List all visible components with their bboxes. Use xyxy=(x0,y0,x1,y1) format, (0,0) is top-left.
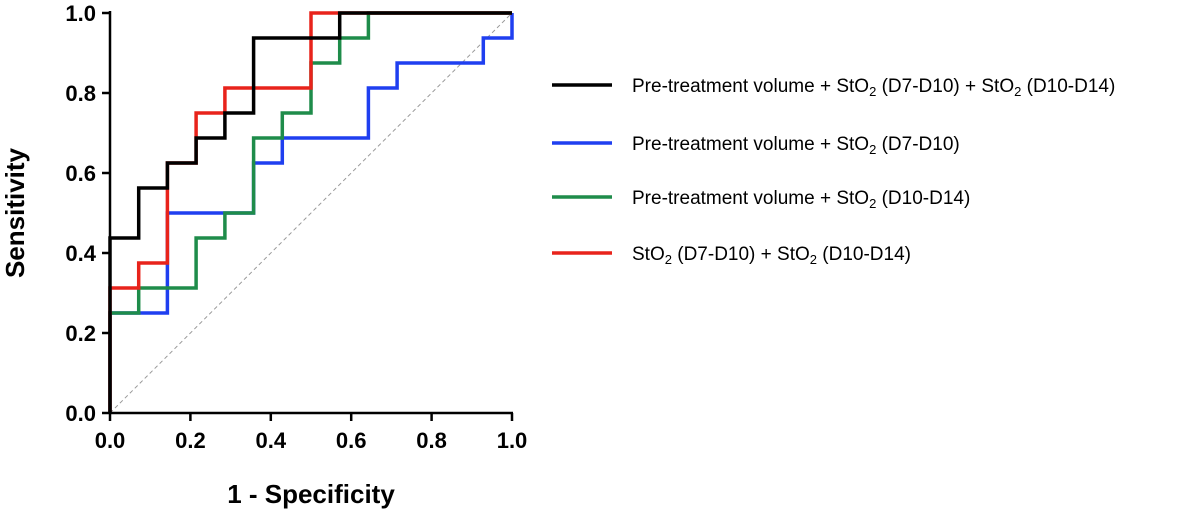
x-tick-label: 0.4 xyxy=(256,428,287,453)
legend-label-3: Pre-treatment volume + StO2 (D10-D14) xyxy=(632,188,970,211)
y-tick-label: 0.2 xyxy=(65,321,96,346)
legend-label-4: StO2 (D7-D10) + StO2 (D10-D14) xyxy=(632,244,911,267)
x-tick-label: 0.6 xyxy=(336,428,367,453)
y-tick-label: 1.0 xyxy=(65,1,96,26)
legend: Pre-treatment volume + StO2 (D7-D10) + S… xyxy=(552,76,1115,267)
x-tick-label: 0.0 xyxy=(95,428,126,453)
x-tick-label: 1.0 xyxy=(497,428,528,453)
legend-label-1: Pre-treatment volume + StO2 (D7-D10) + S… xyxy=(632,76,1115,99)
y-tick-label: 0.0 xyxy=(65,401,96,426)
x-axis-title: 1 - Specificity xyxy=(227,479,395,509)
y-axis-title: Sensitivity xyxy=(0,147,30,278)
reference-line-layer xyxy=(109,12,513,414)
y-tick-label: 0.6 xyxy=(65,161,96,186)
axes-layer: 0.0 0.2 0.4 0.6 0.8 1.0 0.0 0.2 0.4 0.6 0.8 1.0 xyxy=(65,1,527,453)
y-tick-label: 0.4 xyxy=(65,241,96,266)
y-tick-label: 0.8 xyxy=(65,81,96,106)
series-layer xyxy=(108,11,514,413)
x-tick-label: 0.8 xyxy=(416,428,447,453)
reference-diagonal-line xyxy=(109,12,513,414)
legend-label-2: Pre-treatment volume + StO2 (D7-D10) xyxy=(632,134,960,157)
series-line-1 xyxy=(108,11,512,413)
x-tick-label: 0.2 xyxy=(175,428,206,453)
